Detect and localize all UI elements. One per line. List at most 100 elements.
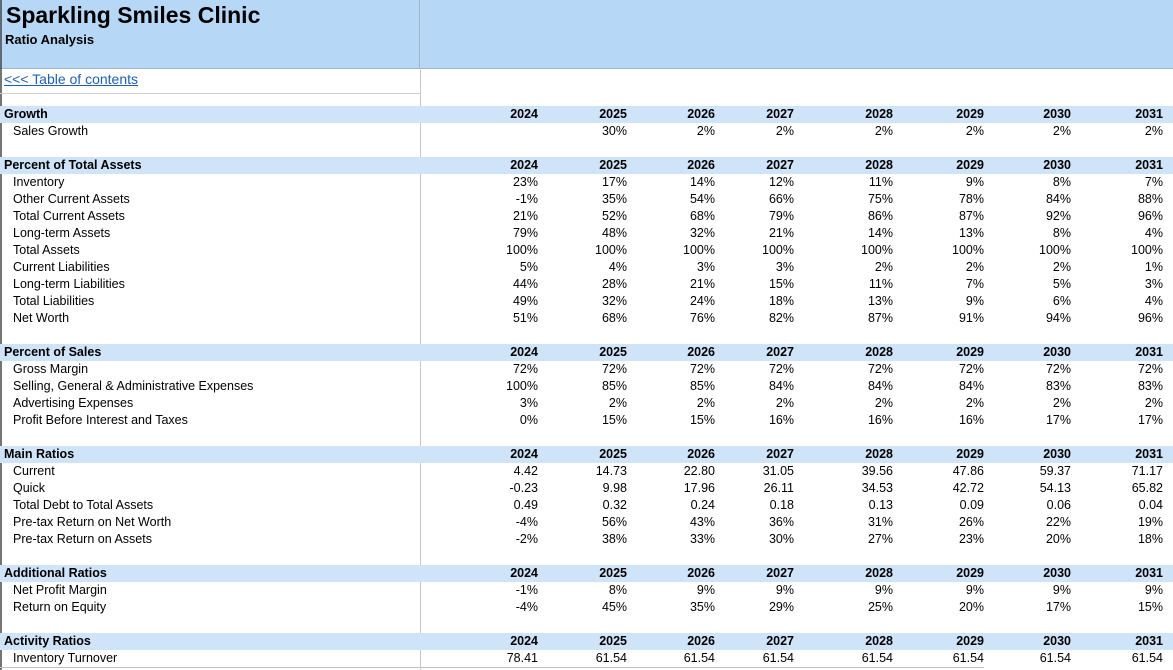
row-value: 2% [1144,124,1163,138]
year-header: 2029 [956,107,984,121]
table-of-contents-link[interactable]: <<< Table of contents [4,71,139,87]
page-title: Sparkling Smiles Clinic [6,2,261,28]
row-value: 86% [867,209,893,223]
row-value: 100% [861,243,893,257]
row-value: 0.06 [1046,498,1071,512]
row-value: 36% [768,515,794,529]
row-value: 78.41 [506,651,538,665]
year-header: 2027 [766,447,794,461]
row-value: 65.82 [1131,481,1163,495]
row-value: 84% [1045,192,1071,206]
row-label: Other Current Assets [13,192,130,206]
row-value: 2% [775,124,794,138]
row-label: Selling, General & Administrative Expens… [13,379,254,393]
section-main-ratios: Main Ratios 2024 2025 2026 2027 2028 2029 2030 2… [0,446,1173,548]
row-label: Advertising Expenses [13,396,134,410]
table-row: Current Liabilities 5% 4% 3% 3% 2% 2% 2% 1% [0,259,1173,276]
section-title: Percent of Total Assets [4,158,142,172]
year-header: 2027 [766,158,794,172]
row-value: 83% [1045,379,1071,393]
year-header: 2025 [599,566,627,580]
table-row: Net Profit Margin -1% 8% 9% 9% 9% 9% 9% 9% [0,582,1173,599]
row-value: 52% [601,209,627,223]
row-value: 32% [689,226,715,240]
row-label: Profit Before Interest and Taxes [13,413,188,427]
row-value: 9% [696,583,715,597]
year-header: 2028 [865,158,893,172]
section-header-row: Additional Ratios 2024 2025 2026 2027 2028 202… [0,565,1173,582]
row-label: Current Liabilities [13,260,110,274]
row-value: 56% [601,515,627,529]
row-value: 20% [958,600,984,614]
section-header-row: Percent of Sales 2024 2025 2026 2027 2028 2029… [0,344,1173,361]
row-value: 76% [689,311,715,325]
row-value: 22% [1045,515,1071,529]
row-value: 54% [689,192,715,206]
row-value: 15% [689,413,715,427]
row-value: 59.37 [1039,464,1071,478]
table-row: Return on Equity -4% 45% 35% 29% 25% 20% 17% 15% [0,599,1173,616]
row-value: 85% [601,379,627,393]
year-header: 2029 [956,447,984,461]
row-value: 3% [1144,277,1163,291]
table-row: Pre-tax Return on Net Worth -4% 56% 43% 36% 3… [0,514,1173,531]
sheet-left-edge [0,0,2,670]
section-header-row: Activity Ratios 2024 2025 2026 2027 2028 2029 2… [0,633,1173,650]
year-header: 2027 [766,634,794,648]
year-header: 2027 [766,107,794,121]
row-value: 8% [1052,175,1071,189]
table-row: Total Liabilities 49% 32% 24% 18% 13% 9% 6% 4% [0,293,1173,310]
row-value: 33% [689,532,715,546]
row-value: 96% [1137,209,1163,223]
row-value: 9% [874,583,893,597]
row-value: 13% [958,226,984,240]
year-header: 2029 [956,634,984,648]
row-value: 84% [867,379,893,393]
row-value: 7% [1144,175,1163,189]
row-value: 35% [689,600,715,614]
row-value: 9.98 [602,481,627,495]
row-value: 0.18 [769,498,794,512]
row-value: 78% [958,192,984,206]
section-title: Main Ratios [4,447,75,461]
row-value: 3% [519,396,538,410]
row-value: 14% [689,175,715,189]
year-header: 2026 [687,158,715,172]
year-header: 2029 [956,158,984,172]
row-value: 72% [512,362,538,376]
row-value: 9% [775,583,794,597]
year-header: 2025 [599,158,627,172]
row-value: 0.49 [513,498,538,512]
row-value: 1% [1144,260,1163,274]
year-header: 2024 [510,158,538,172]
row-value: 30% [601,124,627,138]
divider [0,93,420,94]
row-value: 17% [1137,413,1163,427]
year-header: 2024 [510,107,538,121]
row-value: -0.23 [509,481,539,495]
row-value: 21% [689,277,715,291]
row-value: 2% [965,124,984,138]
row-label: Total Assets [13,243,80,257]
section-activity-ratios: Activity Ratios 2024 2025 2026 2027 2028 2029 2… [0,633,1173,667]
row-value: 13% [867,294,893,308]
row-value: 15% [1137,600,1163,614]
section-header-row: Main Ratios 2024 2025 2026 2027 2028 2029 2030 2… [0,446,1173,463]
row-value: 2% [874,396,893,410]
table-row: Profit Before Interest and Taxes 0% 15% 15%… [0,412,1173,429]
row-value: 61.54 [1131,651,1163,665]
row-value: 14.73 [595,464,627,478]
row-value: 19% [1137,515,1163,529]
row-value: 0% [519,413,538,427]
row-value: 11% [868,175,893,189]
row-value: 94% [1045,311,1071,325]
row-value: 2% [696,396,715,410]
row-value: 92% [1045,209,1071,223]
row-value: 9% [1052,583,1071,597]
row-value: 87% [867,311,893,325]
row-value: 61.54 [762,651,794,665]
row-value: 21% [512,209,538,223]
row-value: 61.54 [683,651,715,665]
row-value: 4.42 [513,464,538,478]
row-value: 2% [608,396,627,410]
